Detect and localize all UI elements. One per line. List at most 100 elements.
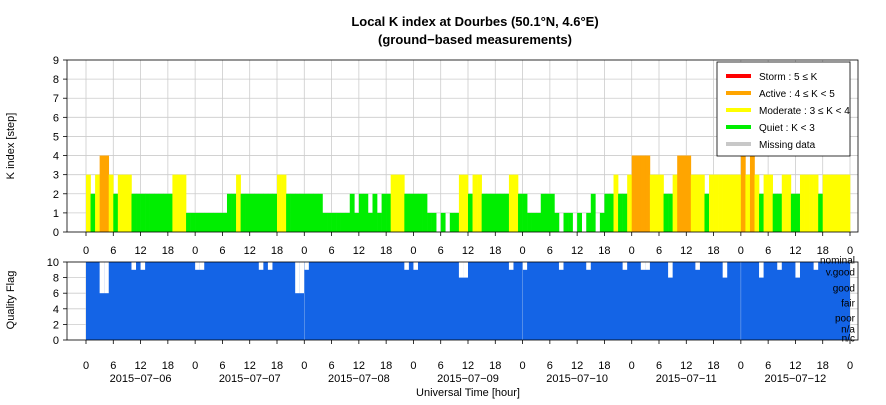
k-index-bar <box>463 174 469 232</box>
k-index-bar <box>367 212 373 232</box>
k-y-tick-label: 6 <box>53 112 59 124</box>
quality-y-tick-label: 10 <box>47 257 59 269</box>
quality-flag-y-axis-label: Quality Flag <box>5 271 17 330</box>
legend-label: Missing data <box>759 140 816 151</box>
k-index-bar <box>590 193 596 232</box>
k-index-bar <box>577 212 582 232</box>
k-index-bar <box>554 212 560 232</box>
k-index-bar <box>790 193 796 232</box>
k-index-bar <box>663 193 669 232</box>
k-index-bar <box>217 212 223 232</box>
k-index-bar <box>408 193 414 232</box>
date-label: 2015−07−06 <box>110 373 172 385</box>
legend: Storm : 5 ≤ K Active : 4 ≤ K < 5 Moderate … <box>716 61 851 157</box>
quality-x-tick-label: 0 <box>520 360 526 372</box>
k-y-tick-label: 1 <box>53 208 59 220</box>
k-index-bar <box>599 212 605 232</box>
quality-y-tick-label: 0 <box>53 335 59 347</box>
k-index-bar <box>563 212 569 232</box>
k-index-bar <box>763 174 769 232</box>
k-x-tick-label: 18 <box>598 245 610 257</box>
k-index-bar <box>586 212 592 232</box>
k-index-bar <box>513 174 519 232</box>
k-y-tick-label: 4 <box>53 151 59 163</box>
quality-x-tick-label: 12 <box>789 360 801 372</box>
k-index-bar <box>167 193 173 232</box>
date-label: 2015−07−12 <box>765 373 827 385</box>
k-index-bar <box>331 212 337 232</box>
quality-flag-dip <box>558 262 564 270</box>
k-index-bar <box>226 193 232 232</box>
k-index-bar <box>627 174 633 232</box>
quality-flag-dip <box>722 262 728 278</box>
k-index-bar <box>831 174 837 232</box>
k-index-bar <box>195 212 200 232</box>
k-index-bar <box>417 193 423 232</box>
quality-level-label: n/c <box>842 334 855 345</box>
chart-subtitle: (ground−based measurements) <box>378 32 572 47</box>
k-index-bar <box>322 212 328 232</box>
k-index-bar <box>608 193 614 232</box>
quality-y-tick-label: 2 <box>53 319 59 331</box>
quality-flag-dip <box>195 262 200 270</box>
quality-x-tick-label: 6 <box>329 360 335 372</box>
k-x-tick-label: 0 <box>738 245 744 257</box>
k-y-tick-label: 3 <box>53 170 59 182</box>
quality-x-tick-label: 6 <box>219 360 225 372</box>
k-index-bar <box>176 174 182 232</box>
k-x-tick-label: 18 <box>380 245 392 257</box>
quality-x-tick-label: 6 <box>765 360 771 372</box>
k-index-bar <box>654 174 660 232</box>
k-index-bar <box>545 193 551 232</box>
k-index-bar <box>308 193 314 232</box>
k-index-bar <box>536 212 542 232</box>
k-x-tick-label: 6 <box>547 245 553 257</box>
k-index-bar <box>449 212 455 232</box>
k-index-bar <box>804 174 810 232</box>
quality-x-tick-label: 18 <box>598 360 610 372</box>
k-x-tick-label: 0 <box>192 245 198 257</box>
k-index-bar <box>795 193 801 232</box>
k-index-bar <box>140 193 146 232</box>
k-index-bar <box>99 155 105 232</box>
k-index-bar <box>659 174 664 232</box>
k-index-bar <box>199 212 205 232</box>
k-x-tick-label: 18 <box>817 245 829 257</box>
k-index-bar <box>713 174 719 232</box>
k-x-tick-label: 0 <box>410 245 416 257</box>
k-index-bar <box>126 174 132 232</box>
k-index-bar <box>236 174 241 232</box>
k-index-bar <box>745 174 751 232</box>
quality-flag-dip <box>458 262 464 278</box>
k-index-bar <box>740 155 746 232</box>
k-index-bar <box>440 212 446 232</box>
k-index-bar <box>345 212 351 232</box>
k-index-y-axis-label: K index [step] <box>5 113 17 180</box>
quality-level-label: poor <box>835 314 856 325</box>
k-index-bar <box>208 212 214 232</box>
k-x-tick-label: 12 <box>244 245 256 257</box>
k-index-bar <box>395 174 401 232</box>
k-index-bar <box>549 193 555 232</box>
quality-x-tick-label: 0 <box>301 360 307 372</box>
k-index-bar <box>286 193 291 232</box>
quality-x-tick-label: 12 <box>244 360 256 372</box>
k-index-bar <box>154 193 160 232</box>
quality-flag-dip <box>508 262 514 270</box>
k-index-bar <box>390 174 396 232</box>
k-index-bar <box>781 174 787 232</box>
k-index-bar <box>668 193 673 232</box>
k-x-tick-label: 18 <box>162 245 174 257</box>
k-x-tick-label: 6 <box>219 245 225 257</box>
k-index-bar <box>759 193 764 232</box>
k-index-bar <box>813 174 819 232</box>
k-index-bar <box>204 212 210 232</box>
k-index-bar <box>722 174 728 232</box>
quality-flag-dip <box>267 262 273 270</box>
k-x-tick-label: 12 <box>680 245 692 257</box>
k-index-bar <box>568 212 573 232</box>
quality-flag-dip <box>295 262 300 294</box>
k-index-bar <box>381 193 387 232</box>
k-index-bar <box>86 174 91 232</box>
k-index-bar <box>104 155 110 232</box>
